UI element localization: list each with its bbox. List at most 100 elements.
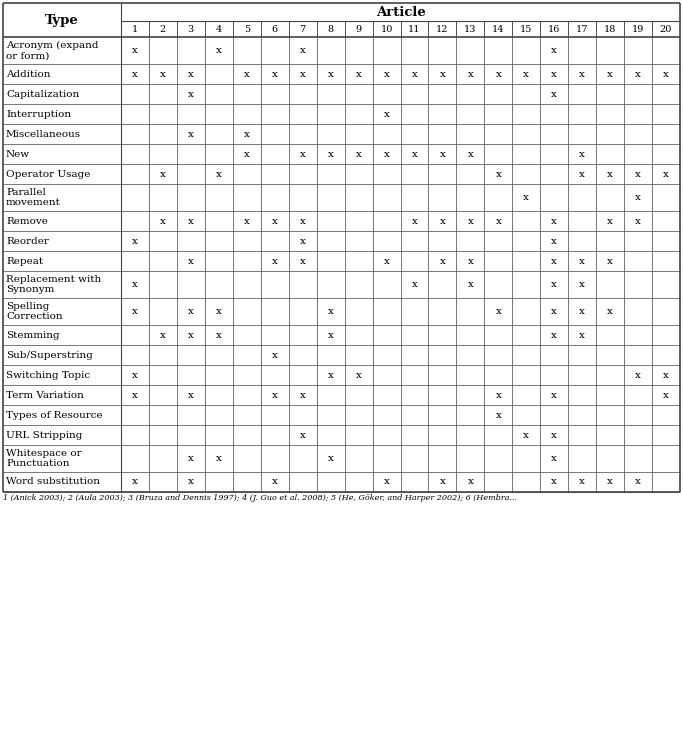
Text: x: x	[495, 217, 501, 225]
Text: x: x	[356, 149, 361, 158]
Text: x: x	[467, 149, 473, 158]
Text: x: x	[160, 217, 166, 225]
Text: x: x	[663, 370, 669, 380]
Text: x: x	[439, 69, 445, 79]
Text: x: x	[412, 149, 417, 158]
Text: 18: 18	[604, 25, 616, 34]
Text: x: x	[188, 477, 194, 486]
Text: x: x	[188, 454, 194, 463]
Text: x: x	[356, 370, 361, 380]
Text: 1: 1	[132, 25, 138, 34]
Text: Miscellaneous: Miscellaneous	[6, 130, 81, 139]
Text: x: x	[523, 431, 529, 440]
Text: x: x	[244, 217, 250, 225]
Text: x: x	[551, 477, 557, 486]
Text: x: x	[300, 257, 305, 265]
Text: x: x	[635, 170, 641, 179]
Text: x: x	[384, 477, 389, 486]
Text: 20: 20	[660, 25, 672, 34]
Text: x: x	[188, 130, 194, 139]
Text: 15: 15	[520, 25, 533, 34]
Text: x: x	[551, 217, 557, 225]
Text: x: x	[328, 149, 333, 158]
Text: x: x	[300, 391, 305, 399]
Text: Word substitution: Word substitution	[6, 477, 100, 486]
Text: 12: 12	[436, 25, 449, 34]
Text: 19: 19	[632, 25, 644, 34]
Text: 5: 5	[244, 25, 250, 34]
Text: x: x	[607, 69, 613, 79]
Text: x: x	[579, 170, 585, 179]
Text: x: x	[300, 46, 305, 55]
Text: x: x	[607, 477, 613, 486]
Text: x: x	[272, 351, 278, 359]
Text: 2: 2	[160, 25, 166, 34]
Text: x: x	[300, 69, 305, 79]
Text: 9: 9	[356, 25, 361, 34]
Text: x: x	[272, 69, 278, 79]
Text: x: x	[551, 90, 557, 98]
Text: x: x	[551, 46, 557, 55]
Text: x: x	[132, 280, 138, 289]
Text: x: x	[244, 69, 250, 79]
Text: Type: Type	[45, 14, 79, 26]
Text: x: x	[132, 370, 138, 380]
Text: x: x	[551, 391, 557, 399]
Text: x: x	[663, 170, 669, 179]
Text: x: x	[551, 257, 557, 265]
Text: x: x	[272, 257, 278, 265]
Text: Acronym (expand
or form): Acronym (expand or form)	[6, 41, 98, 60]
Text: x: x	[132, 69, 138, 79]
Text: x: x	[635, 370, 641, 380]
Text: x: x	[384, 69, 389, 79]
Text: Replacement with
Synonym: Replacement with Synonym	[6, 275, 101, 294]
Text: x: x	[523, 69, 529, 79]
Text: Interruption: Interruption	[6, 109, 71, 119]
Text: x: x	[188, 391, 194, 399]
Text: x: x	[579, 69, 585, 79]
Text: x: x	[495, 69, 501, 79]
Text: x: x	[467, 280, 473, 289]
Text: x: x	[551, 431, 557, 440]
Text: x: x	[663, 391, 669, 399]
Text: Article: Article	[376, 6, 426, 18]
Text: x: x	[272, 391, 278, 399]
Text: URL Stripping: URL Stripping	[6, 431, 83, 440]
Text: x: x	[244, 149, 250, 158]
Text: x: x	[188, 90, 194, 98]
Text: Parallel
movement: Parallel movement	[6, 188, 61, 207]
Text: x: x	[216, 46, 222, 55]
Text: x: x	[328, 330, 333, 340]
Text: 4: 4	[216, 25, 222, 34]
Text: x: x	[300, 149, 305, 158]
Text: 11: 11	[408, 25, 421, 34]
Text: Remove: Remove	[6, 217, 48, 225]
Text: Addition: Addition	[6, 69, 51, 79]
Text: x: x	[635, 193, 641, 202]
Text: Whitespace or
Punctuation: Whitespace or Punctuation	[6, 449, 82, 468]
Text: x: x	[412, 280, 417, 289]
Text: Operator Usage: Operator Usage	[6, 170, 90, 179]
Text: x: x	[132, 46, 138, 55]
Text: New: New	[6, 149, 30, 158]
Text: Term Variation: Term Variation	[6, 391, 84, 399]
Text: x: x	[551, 69, 557, 79]
Text: x: x	[551, 236, 557, 246]
Text: x: x	[272, 217, 278, 225]
Text: 16: 16	[548, 25, 561, 34]
Text: x: x	[244, 130, 250, 139]
Text: x: x	[216, 307, 222, 316]
Text: x: x	[300, 236, 305, 246]
Text: x: x	[607, 307, 613, 316]
Text: x: x	[467, 477, 473, 486]
Text: x: x	[495, 170, 501, 179]
Text: x: x	[132, 236, 138, 246]
Text: x: x	[188, 307, 194, 316]
Text: x: x	[579, 257, 585, 265]
Text: 17: 17	[576, 25, 589, 34]
Text: x: x	[523, 193, 529, 202]
Text: x: x	[467, 257, 473, 265]
Text: x: x	[328, 454, 333, 463]
Text: x: x	[579, 330, 585, 340]
Text: 13: 13	[464, 25, 477, 34]
